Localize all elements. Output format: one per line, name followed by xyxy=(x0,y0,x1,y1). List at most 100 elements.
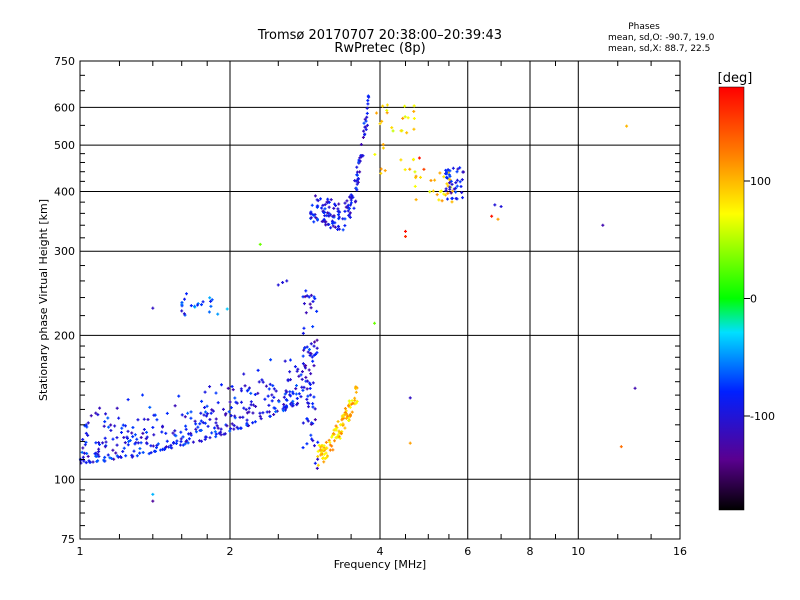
data-point xyxy=(350,195,354,199)
data-point xyxy=(233,396,237,400)
data-point xyxy=(183,415,187,419)
data-point xyxy=(412,104,416,108)
data-point xyxy=(221,407,225,411)
data-point xyxy=(412,157,416,161)
data-point xyxy=(403,168,407,172)
data-point xyxy=(332,214,336,218)
data-point xyxy=(450,182,454,186)
data-point xyxy=(304,375,308,379)
data-point xyxy=(311,405,315,409)
data-point xyxy=(365,115,369,119)
data-point xyxy=(258,242,262,246)
data-point xyxy=(348,215,352,219)
data-point xyxy=(117,416,121,420)
data-point xyxy=(249,400,253,404)
data-point xyxy=(296,367,300,371)
data-point xyxy=(319,448,323,452)
data-point xyxy=(455,178,459,182)
data-point xyxy=(84,461,88,465)
data-point xyxy=(272,413,276,417)
data-point xyxy=(98,406,102,410)
data-point xyxy=(282,395,286,399)
data-point xyxy=(350,399,354,403)
data-point xyxy=(322,452,326,456)
data-point xyxy=(408,167,412,171)
data-point xyxy=(313,407,317,411)
data-point xyxy=(130,453,134,457)
data-point xyxy=(312,220,316,224)
data-point xyxy=(344,416,348,420)
data-point xyxy=(316,199,320,203)
data-point xyxy=(93,452,97,456)
data-point xyxy=(223,432,227,436)
data-point xyxy=(435,193,439,197)
data-point xyxy=(196,425,200,429)
data-point xyxy=(200,399,204,403)
data-point xyxy=(332,206,336,210)
data-point xyxy=(308,386,312,390)
data-point xyxy=(305,442,309,446)
colorbar-tick-label: 0 xyxy=(750,293,757,306)
data-point xyxy=(261,380,265,384)
data-point xyxy=(316,449,320,453)
data-point xyxy=(399,158,403,162)
data-point xyxy=(86,421,90,425)
data-point xyxy=(343,413,347,417)
data-point xyxy=(444,187,448,191)
data-point xyxy=(288,358,292,362)
data-point xyxy=(256,391,260,395)
data-point xyxy=(122,446,126,450)
data-point xyxy=(106,453,110,457)
data-point xyxy=(201,421,205,425)
data-point xyxy=(337,202,341,206)
data-point xyxy=(152,413,156,417)
data-point xyxy=(88,460,92,464)
data-point xyxy=(379,171,383,175)
data-point xyxy=(431,189,435,193)
data-point xyxy=(109,423,113,427)
data-point xyxy=(314,352,318,356)
data-point xyxy=(146,418,150,422)
data-point xyxy=(103,455,107,459)
data-point xyxy=(242,406,246,410)
y-tick-label: 400 xyxy=(54,185,75,198)
data-point xyxy=(331,432,335,436)
data-point xyxy=(355,165,359,169)
data-point xyxy=(308,302,312,306)
data-point xyxy=(347,213,351,217)
data-point xyxy=(364,119,368,123)
data-point xyxy=(219,383,223,387)
data-point xyxy=(115,406,119,410)
data-point xyxy=(305,345,309,349)
data-point xyxy=(399,129,403,133)
data-point xyxy=(325,200,329,204)
data-point xyxy=(249,403,253,407)
data-point xyxy=(211,409,215,413)
data-point xyxy=(336,227,340,231)
data-point xyxy=(309,293,313,297)
data-point xyxy=(199,411,203,415)
y-tick-label: 100 xyxy=(54,473,75,486)
data-point xyxy=(177,394,181,398)
data-point xyxy=(311,359,315,363)
data-point xyxy=(312,214,316,218)
data-point xyxy=(160,430,164,434)
data-point xyxy=(199,428,203,432)
data-point xyxy=(256,368,260,372)
data-point xyxy=(312,444,316,448)
data-point xyxy=(151,492,155,496)
data-point xyxy=(147,452,151,456)
data-point xyxy=(214,391,218,395)
data-point xyxy=(258,411,262,415)
data-point xyxy=(245,423,249,427)
data-point xyxy=(304,289,308,293)
data-point xyxy=(301,354,305,358)
data-point xyxy=(164,445,168,449)
y-tick-label: 300 xyxy=(54,245,75,258)
data-point xyxy=(323,214,327,218)
data-point xyxy=(363,117,367,121)
data-point xyxy=(251,421,255,425)
data-point xyxy=(322,444,326,448)
phases-o-stats: mean, sd,O: -90.7, 19.0 xyxy=(608,33,715,43)
y-axis-label: Stationary phase Virtual Height [km] xyxy=(37,199,50,401)
